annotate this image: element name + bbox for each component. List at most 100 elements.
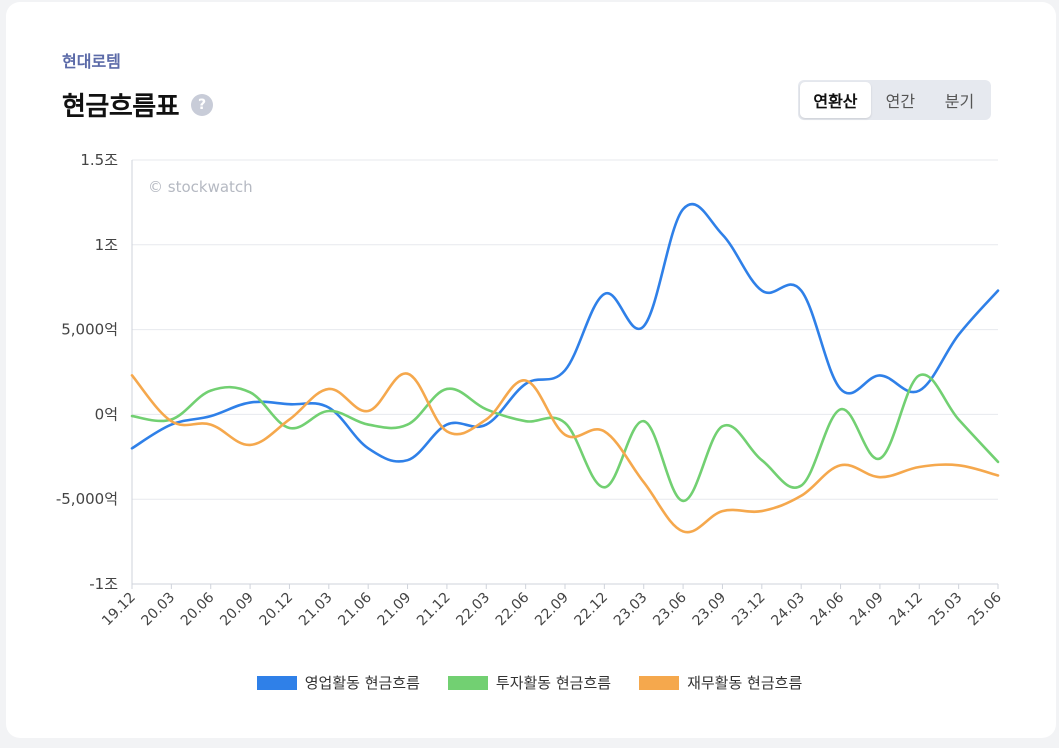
data-point [170, 420, 172, 422]
data-point [643, 420, 645, 422]
data-point [761, 510, 763, 512]
data-point [603, 486, 605, 488]
data-point [643, 481, 645, 483]
company-name[interactable]: 현대로템 [62, 52, 121, 71]
legend-label-investing: 투자활동 현금흐름 [495, 674, 612, 692]
data-point [682, 500, 684, 502]
chart-legend: 영업활동 현금흐름 투자활동 현금흐름 재무활동 현금흐름 [0, 672, 1059, 693]
data-point [131, 447, 133, 449]
data-point [800, 289, 802, 291]
data-point [406, 423, 408, 425]
data-point [524, 383, 526, 385]
series-line-investing [130, 373, 1000, 503]
x-tick-label: 20.09 [217, 590, 257, 630]
x-tick-label: 22.03 [453, 590, 493, 630]
data-point [761, 459, 763, 461]
title-row: 현금흐름표 ? [62, 86, 214, 123]
y-tick-label: 5,000억 [61, 321, 118, 339]
data-point [288, 418, 290, 420]
data-point [761, 289, 763, 291]
x-tick-label: 23.03 [611, 590, 651, 630]
data-point [485, 418, 487, 420]
data-point [564, 369, 566, 371]
data-point [879, 374, 881, 376]
data-point [682, 208, 684, 210]
legend-swatch-investing [447, 675, 488, 690]
x-tick-label: 20.03 [139, 590, 179, 630]
x-tick-label: 24.09 [847, 590, 887, 630]
legend-label-operating: 영업활동 현금흐름 [304, 674, 420, 692]
data-point [603, 430, 605, 432]
y-tick-label: -1조 [89, 575, 118, 593]
period-option-annualized[interactable]: 연환산 [800, 82, 871, 118]
data-point [328, 406, 330, 408]
legend-item-financing[interactable]: 재무활동 현금흐름 [639, 672, 802, 693]
legend-swatch-financing [639, 675, 680, 690]
legend-label-financing: 재무활동 현금흐름 [687, 674, 803, 692]
data-point [288, 427, 290, 429]
data-point [210, 415, 212, 417]
data-point [879, 476, 881, 478]
period-option-annual[interactable]: 연간 [885, 92, 916, 111]
data-point [800, 495, 802, 497]
x-tick-label: 20.06 [178, 589, 218, 629]
period-option-quarterly[interactable]: 분기 [944, 92, 975, 111]
data-point [839, 464, 841, 466]
data-point [328, 388, 330, 390]
data-point [210, 423, 212, 425]
data-point [721, 425, 723, 427]
data-point [406, 372, 408, 374]
data-point [564, 422, 566, 424]
data-point [485, 408, 487, 410]
legend-swatch-operating [256, 675, 297, 690]
data-point [367, 447, 369, 449]
x-tick-label: 23.09 [690, 590, 730, 630]
series-line-operating [130, 202, 1000, 463]
data-point [249, 391, 251, 393]
data-point [918, 389, 920, 391]
data-point [524, 420, 526, 422]
data-point [249, 401, 251, 403]
x-tick-label: 21.03 [296, 590, 336, 630]
page-title: 현금흐름표 [62, 92, 180, 122]
data-point [839, 388, 841, 390]
data-point [721, 510, 723, 512]
data-point [249, 444, 251, 446]
chart-watermark: © stockwatch [148, 178, 253, 196]
period-toggle: 연환산 연간 분기 [798, 80, 991, 120]
series-line-financing [130, 372, 1000, 534]
cashflow-card [6, 2, 1056, 738]
data-point [328, 410, 330, 412]
x-tick-label: 20.12 [257, 590, 297, 630]
data-point [485, 423, 487, 425]
data-point [288, 403, 290, 405]
data-point [918, 374, 920, 376]
x-tick-label: 25.03 [926, 590, 966, 630]
data-point [997, 474, 999, 476]
data-point [406, 459, 408, 461]
x-tick-label: 21.09 [375, 590, 415, 630]
help-icon[interactable]: ? [191, 93, 214, 116]
y-tick-label: 1.5조 [80, 151, 118, 169]
x-tick-label: 21.12 [414, 590, 454, 630]
data-point [800, 484, 802, 486]
x-tick-label: 24.03 [768, 590, 808, 630]
data-point [997, 289, 999, 291]
x-tick-label: 22.12 [572, 590, 612, 630]
data-point [918, 466, 920, 468]
data-point [721, 233, 723, 235]
data-point [131, 415, 133, 417]
data-point [957, 418, 959, 420]
data-point [131, 374, 133, 376]
legend-item-investing[interactable]: 투자활동 현금흐름 [447, 672, 612, 693]
data-point [210, 389, 212, 391]
data-point [524, 379, 526, 381]
data-point [997, 461, 999, 463]
data-point [957, 464, 959, 466]
x-tick-label: 23.12 [729, 590, 769, 630]
data-point [446, 388, 448, 390]
data-point [446, 423, 448, 425]
legend-item-operating[interactable]: 영업활동 현금흐름 [256, 672, 420, 693]
data-point [682, 530, 684, 532]
